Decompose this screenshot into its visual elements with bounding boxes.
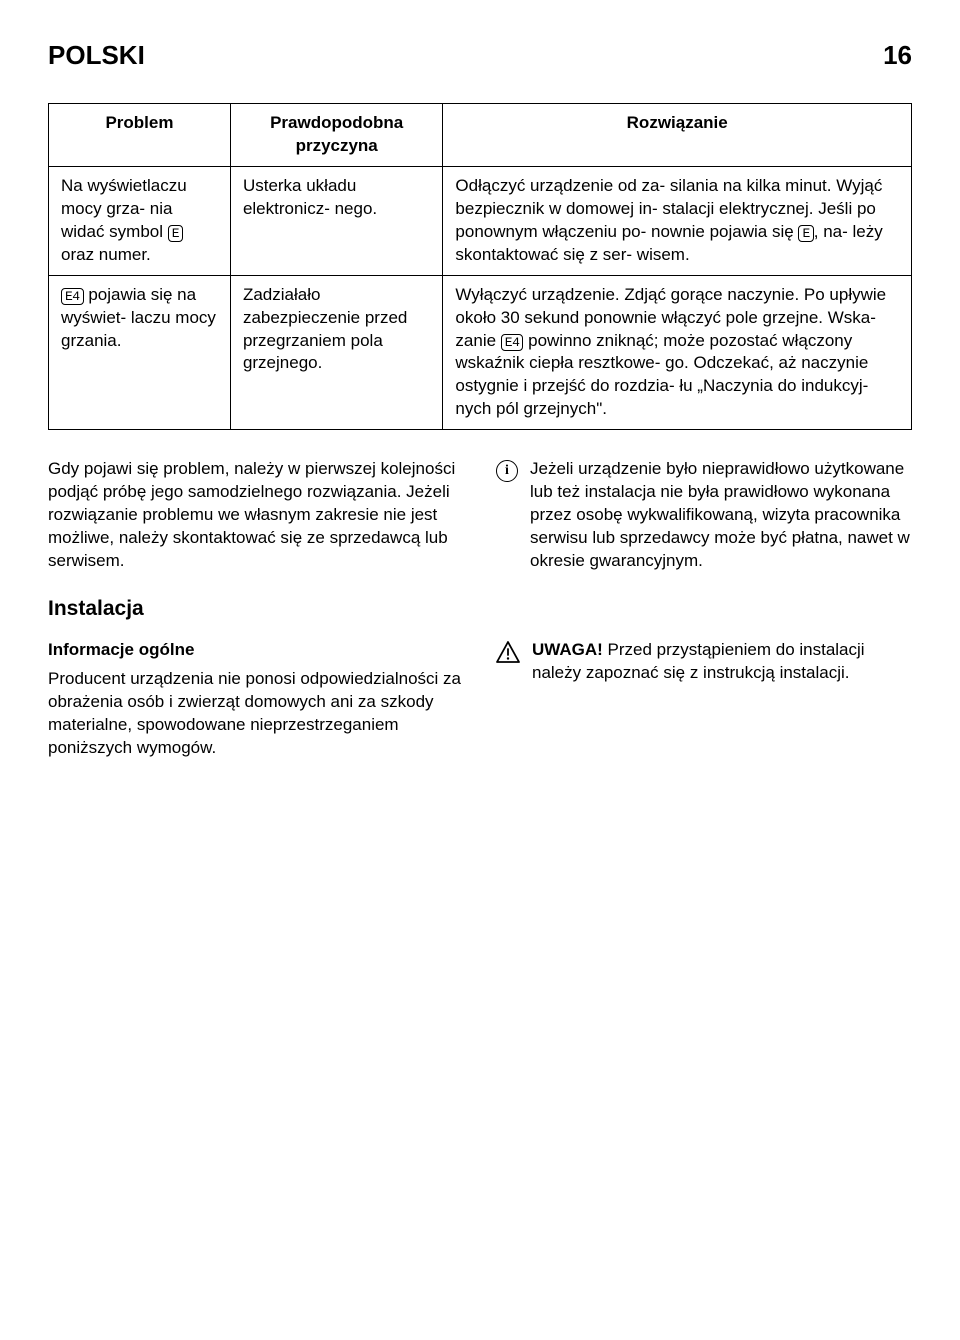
col-header-cause: Prawdopodobna przyczyna (230, 104, 442, 167)
cell-solution: Wyłączyć urządzenie. Zdjąć gorące naczyn… (443, 275, 912, 430)
text: oraz numer. (61, 245, 151, 264)
page-header: POLSKI 16 (48, 40, 912, 71)
general-info-body: Producent urządzenia nie ponosi odpowied… (48, 668, 464, 760)
info-icon: i (496, 460, 518, 482)
display-code-icon: E4 (501, 334, 524, 351)
cell-cause: Zadziałało zabezpieczenie przed przegrza… (230, 275, 442, 430)
col-header-solution: Rozwiązanie (443, 104, 912, 167)
advice-columns: Gdy pojawi się problem, należy w pierwsz… (48, 458, 912, 573)
cell-problem: Na wyświetlaczu mocy grza- nia widać sym… (49, 166, 231, 275)
advice-right-text: Jeżeli urządzenie było nieprawidłowo uży… (530, 458, 912, 573)
text: pojawia się na wyświet- laczu mocy grzan… (61, 285, 216, 350)
table-row: Na wyświetlaczu mocy grza- nia widać sym… (49, 166, 912, 275)
page-number: 16 (883, 40, 912, 71)
advice-right: i Jeżeli urządzenie było nieprawidłowo u… (496, 458, 912, 573)
cell-cause: Usterka układu elektronicz- nego. (230, 166, 442, 275)
installation-right: UWAGA! Przed przystąpieniem do instalacj… (496, 639, 912, 760)
display-code-icon: E4 (61, 288, 84, 305)
advice-left: Gdy pojawi się problem, należy w pierwsz… (48, 458, 464, 573)
warning-bold: UWAGA! (532, 640, 603, 659)
cell-solution: Odłączyć urządzenie od za- silania na ki… (443, 166, 912, 275)
troubleshooting-table: Problem Prawdopodobna przyczyna Rozwiąza… (48, 103, 912, 430)
display-code-icon: E (798, 225, 813, 242)
installation-left: Informacje ogólne Producent urządzenia n… (48, 639, 464, 760)
table-header-row: Problem Prawdopodobna przyczyna Rozwiąza… (49, 104, 912, 167)
col-header-problem: Problem (49, 104, 231, 167)
general-info-title: Informacje ogólne (48, 639, 464, 662)
display-code-icon: E (168, 225, 183, 242)
table-row: E4 pojawia się na wyświet- laczu mocy gr… (49, 275, 912, 430)
section-installation-title: Instalacja (48, 597, 912, 621)
warning-text: UWAGA! Przed przystąpieniem do instalacj… (532, 639, 912, 685)
doc-language-title: POLSKI (48, 40, 145, 71)
cell-problem: E4 pojawia się na wyświet- laczu mocy gr… (49, 275, 231, 430)
warning-icon (496, 641, 520, 663)
installation-columns: Informacje ogólne Producent urządzenia n… (48, 639, 912, 760)
